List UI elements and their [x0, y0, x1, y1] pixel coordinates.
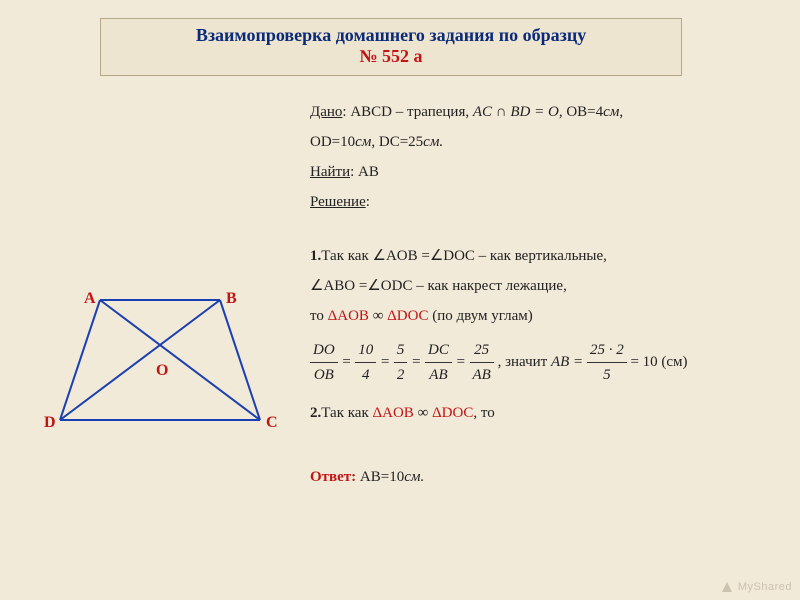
step1-line3: то ΔAOB ∞ ΔDOC (по двум углам)	[310, 304, 770, 328]
solution-line: Решение:	[310, 190, 770, 214]
find-line: Найти: AB	[310, 160, 770, 184]
answer-line: Ответ: AB=10см.	[310, 465, 770, 489]
problem-text: Дано: ABCD – трапеция, AC ∩ BD = O, OB=4…	[310, 100, 770, 495]
answer-label: Ответ:	[310, 469, 360, 485]
watermark: MyShared	[720, 580, 792, 594]
step1-line2: ∠ABO =∠ODC – как накрест лежащие,	[310, 274, 770, 298]
solution-label: Решение	[310, 194, 366, 210]
point-O: O	[156, 362, 168, 380]
logo-icon	[720, 580, 734, 594]
header-title-line2: № 552 а	[101, 46, 681, 67]
vertex-B: B	[226, 290, 237, 308]
given-line2: OD=10см, DC=25см.	[310, 130, 770, 154]
vertex-A: A	[84, 290, 96, 308]
vertex-D: D	[44, 414, 56, 432]
step2-line: 2.Так как ΔAOB ∞ ΔDOC, то	[310, 401, 770, 425]
dano-label: Дано	[310, 104, 342, 120]
step1-line1: 1.Так как ∠AOB =∠DOC – как вертикальные,	[310, 244, 770, 268]
header-title-line1: Взаимопроверка домашнего задания по обра…	[101, 25, 681, 46]
find-label: Найти	[310, 164, 350, 180]
header-box: Взаимопроверка домашнего задания по обра…	[100, 18, 682, 76]
vertex-C: C	[266, 414, 278, 432]
dano-math: AC ∩ BD = O	[473, 104, 559, 120]
given-line1: Дано: ABCD – трапеция, AC ∩ BD = O, OB=4…	[310, 100, 770, 124]
math-proportion: DOOB = 104 = 52 = DCAB = 25AB , значит A…	[310, 338, 770, 387]
trapezoid-diagram: A B C D O	[40, 280, 290, 460]
